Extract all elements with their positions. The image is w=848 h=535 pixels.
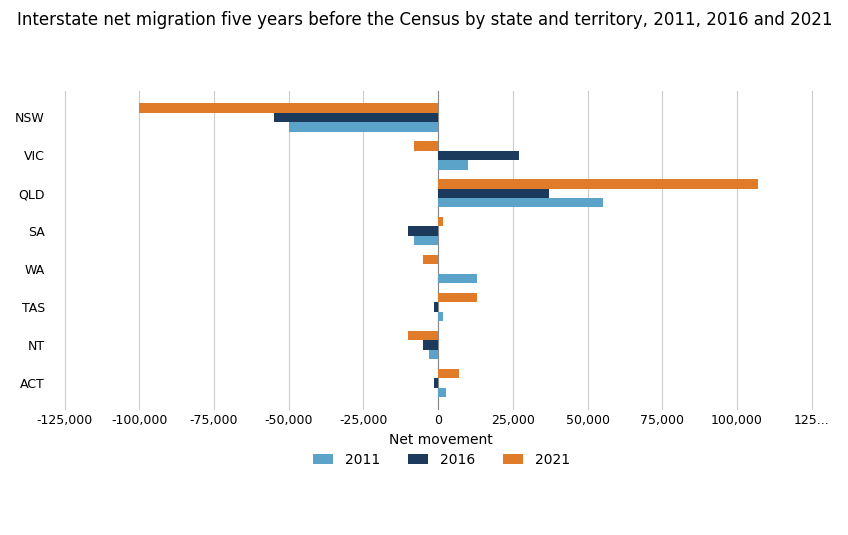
Bar [438,179,758,188]
Bar [438,312,443,322]
Bar [415,236,438,246]
Bar [408,331,438,340]
Bar [438,217,443,226]
Bar [438,369,459,378]
Bar [438,293,477,302]
Bar [438,388,446,397]
X-axis label: Net movement: Net movement [389,433,493,447]
Bar [433,302,438,312]
Bar [288,122,438,132]
Bar [274,113,438,122]
Bar [438,160,468,170]
Bar [423,340,438,350]
Bar [429,350,438,360]
Bar [408,226,438,236]
Bar [438,150,519,160]
Bar [415,141,438,150]
Bar [438,198,603,208]
Bar [433,378,438,388]
Bar [139,103,438,113]
Text: Interstate net migration five years before the Census by state and territory, 20: Interstate net migration five years befo… [17,11,833,29]
Bar [438,188,549,198]
Bar [438,274,477,284]
Bar [423,255,438,264]
Legend: 2011, 2016, 2021: 2011, 2016, 2021 [307,448,575,473]
